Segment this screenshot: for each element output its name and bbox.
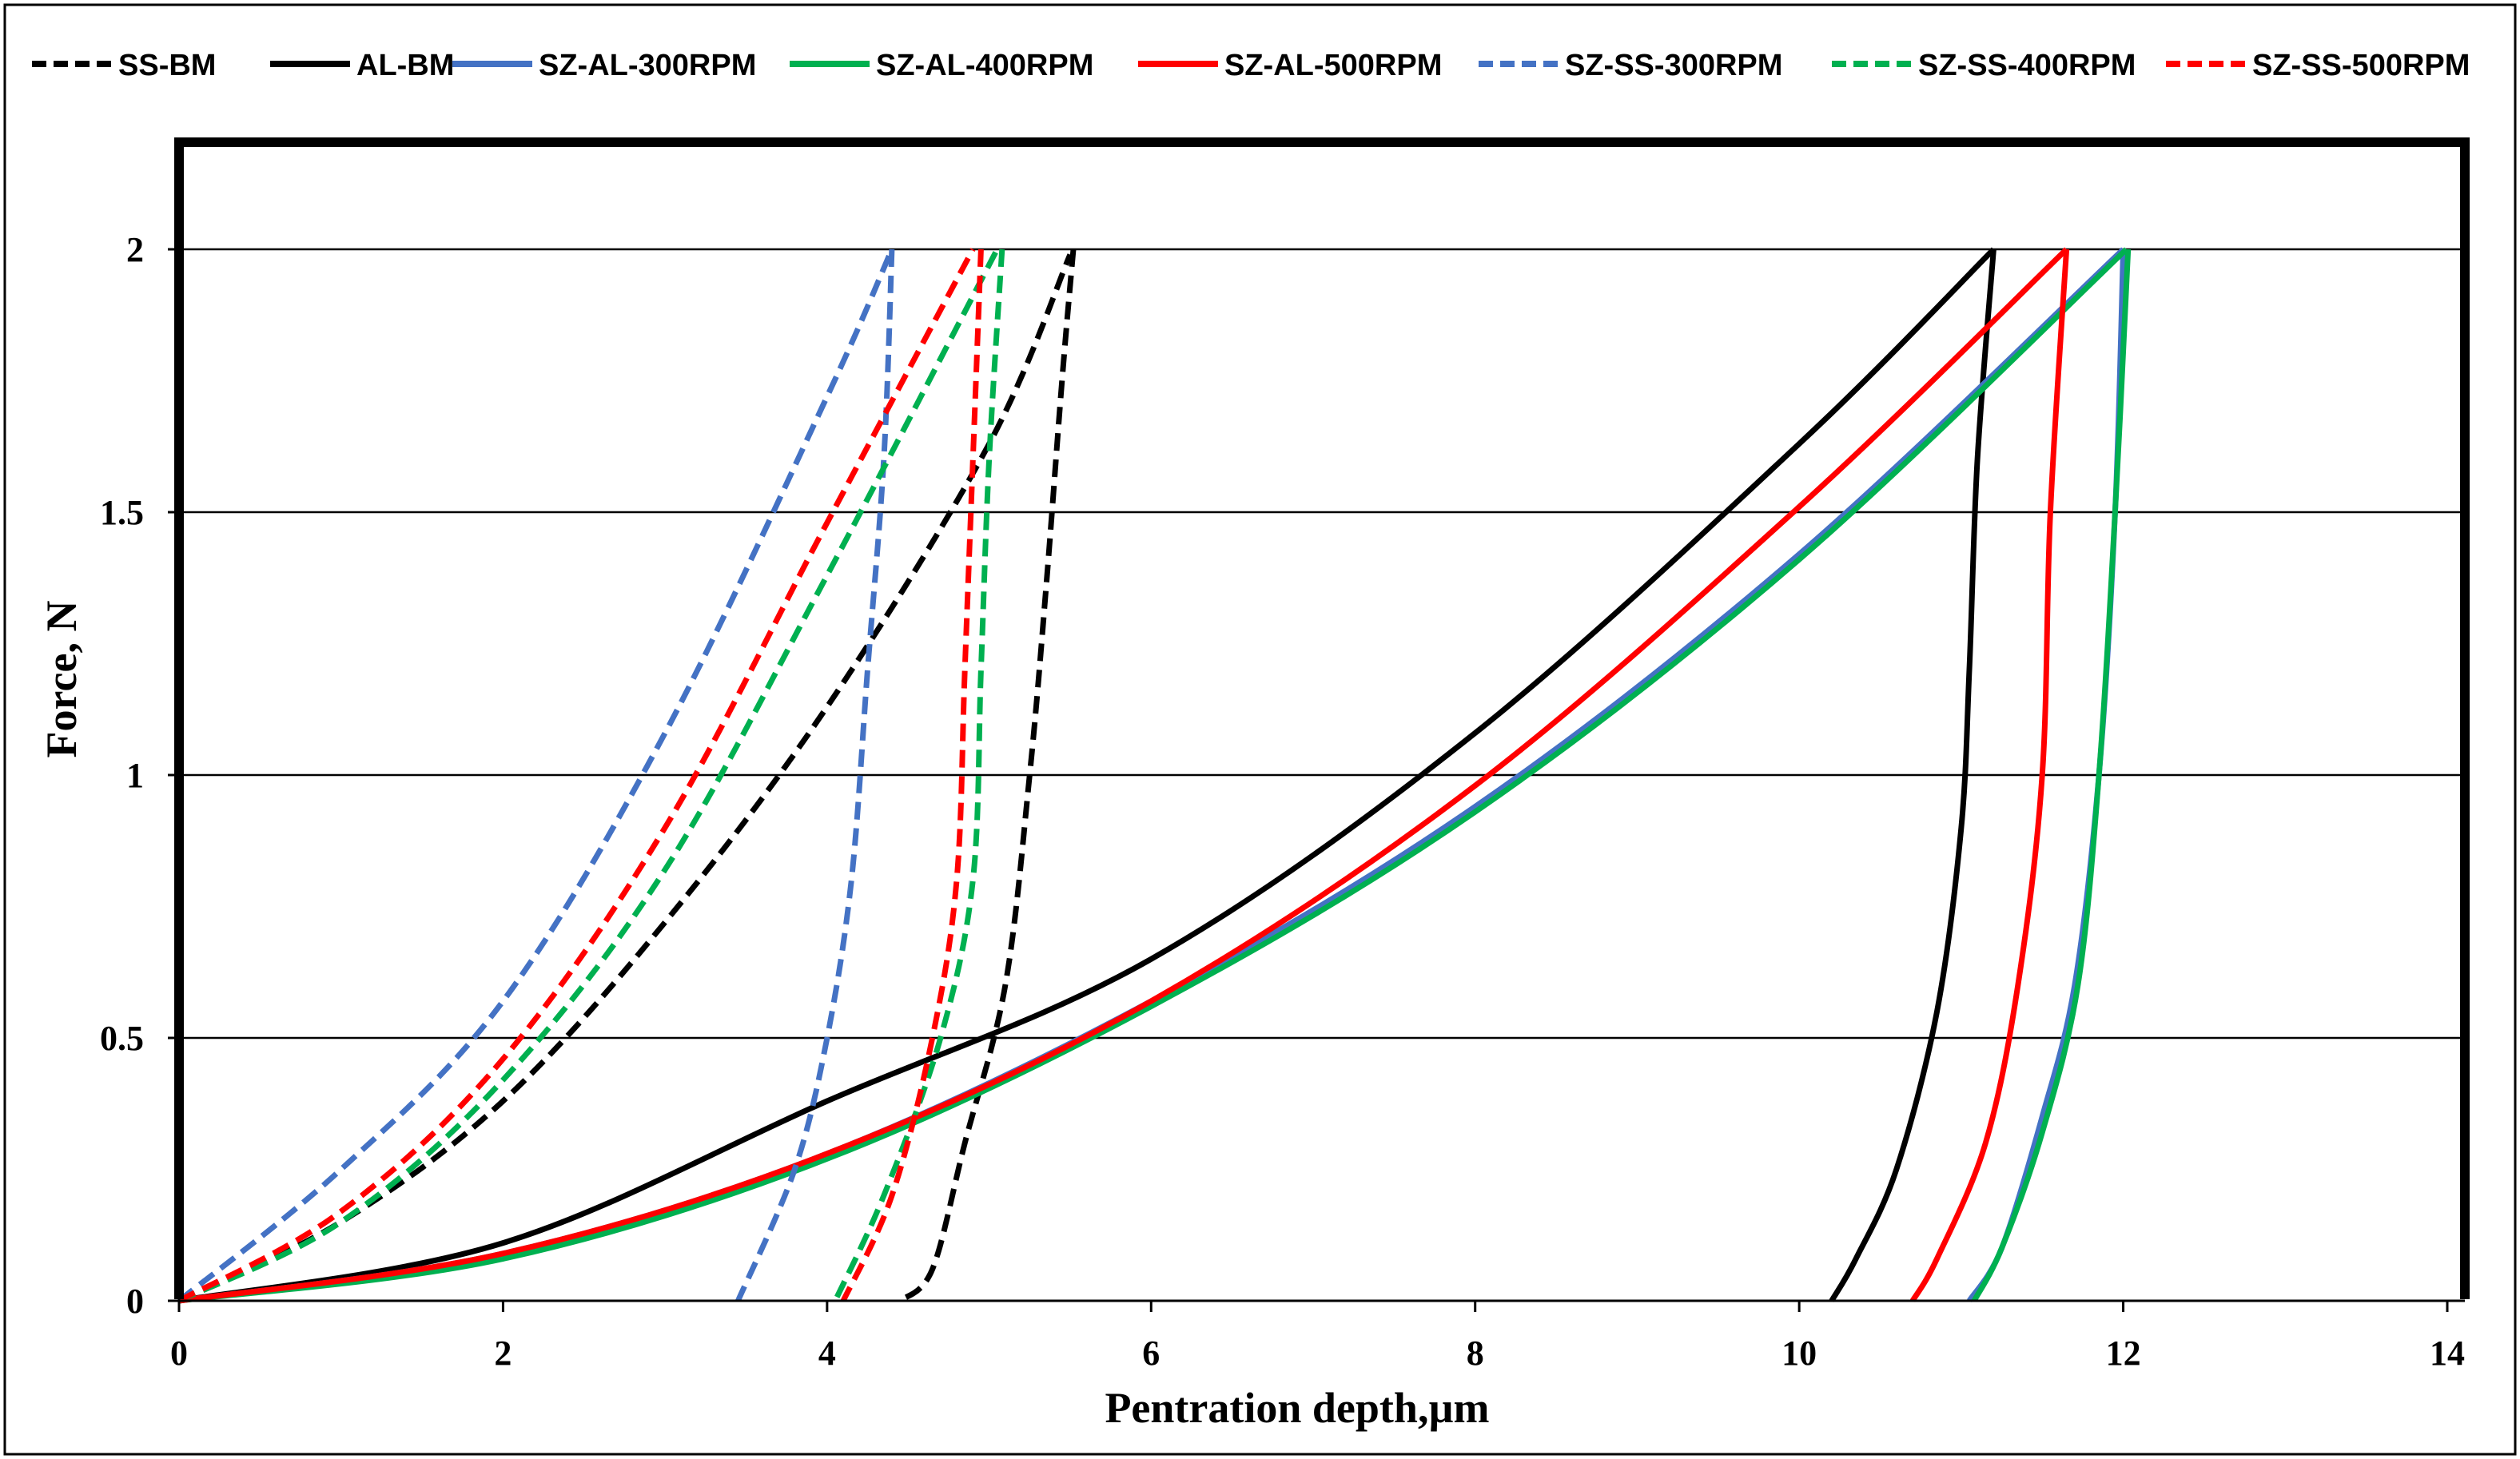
series-sz-ss-400rpm-unloading xyxy=(832,248,1005,1302)
x-tick-label-5: 10 xyxy=(1782,1334,1817,1373)
series-sz-ss-500rpm-unloading xyxy=(840,248,984,1302)
legend-label-sz-ss-400rpm: SZ-SS-400RPM xyxy=(1918,49,2136,82)
x-tick-label-7: 14 xyxy=(2430,1334,2465,1373)
y-tick-label-3: 1.5 xyxy=(100,493,144,532)
x-tick-label-4: 8 xyxy=(1467,1334,1484,1373)
x-tick-label-2: 4 xyxy=(818,1334,836,1373)
y-tick-label-4: 2 xyxy=(126,230,144,269)
y-ticks: 0 0.5 1 1.5 2 xyxy=(100,230,179,1321)
legend-label-al-bm: AL-BM xyxy=(356,49,454,82)
x-tick-label-0: 0 xyxy=(170,1334,188,1373)
y-tick-label-0: 0 xyxy=(126,1282,144,1321)
series-ss-bm-unloading xyxy=(898,248,1077,1303)
series-sz-ss-500rpm-loading xyxy=(177,248,976,1304)
x-ticks: 0 2 4 6 8 10 12 14 xyxy=(170,1301,2465,1373)
legend-label-sz-ss-500rpm: SZ-SS-500RPM xyxy=(2252,49,2470,82)
legend: SS-BM AL-BM SZ-AL-300RPM SZ-AL-400RPM SZ-AL-… xyxy=(32,49,2470,82)
legend-label-sz-ss-300rpm: SZ-SS-300RPM xyxy=(1565,49,1782,82)
y-tick-label-1: 0.5 xyxy=(100,1019,144,1058)
series-sz-ss-300rpm-loading xyxy=(177,248,895,1303)
series-sz-al-500rpm-unloading xyxy=(1909,248,2070,1302)
series-layer xyxy=(177,247,2132,1304)
figure-border xyxy=(3,3,2517,1456)
legend-label-sz-al-400rpm: SZ-AL-400RPM xyxy=(876,49,1093,82)
series-al-bm-unloading xyxy=(1829,248,1996,1302)
y-tick-label-2: 1 xyxy=(126,756,144,795)
y-axis-title: Force, N xyxy=(38,601,86,758)
x-tick-label-3: 6 xyxy=(1142,1334,1160,1373)
gridlines xyxy=(179,248,2465,1040)
legend-label-sz-al-300rpm: SZ-AL-300RPM xyxy=(539,49,756,82)
series-sz-al-500rpm-loading xyxy=(178,247,2069,1304)
series-sz-al-400rpm-unloading xyxy=(1971,248,2132,1302)
series-al-bm-loading xyxy=(178,247,1996,1304)
series-sz-ss-400rpm-loading xyxy=(177,248,1000,1304)
legend-label-ss-bm: SS-BM xyxy=(118,49,216,82)
series-sz-al-400rpm-loading xyxy=(178,247,2129,1304)
x-tick-label-1: 2 xyxy=(494,1334,512,1373)
series-ss-bm-loading xyxy=(177,253,1073,1304)
x-axis-title: Pentration depth,µm xyxy=(1105,1384,1489,1432)
legend-label-sz-al-500rpm: SZ-AL-500RPM xyxy=(1224,49,1442,82)
x-tick-label-6: 12 xyxy=(2106,1334,2141,1373)
